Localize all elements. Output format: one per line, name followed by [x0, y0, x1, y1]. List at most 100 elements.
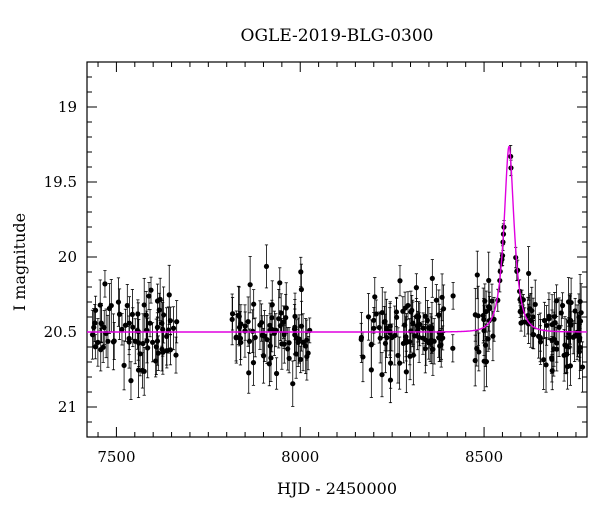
data-point	[229, 316, 235, 323]
data-point	[490, 333, 496, 339]
data-point	[450, 345, 456, 351]
data-point	[135, 367, 142, 373]
x-tick-label: 8000	[281, 448, 319, 466]
data-point	[273, 370, 280, 377]
data-point	[257, 322, 263, 328]
data-point	[116, 311, 123, 317]
data-point	[260, 353, 267, 359]
data-point	[529, 308, 535, 314]
data-point	[383, 325, 390, 331]
data-point	[483, 359, 490, 365]
data-point	[98, 321, 105, 327]
data-point	[126, 339, 132, 345]
data-point	[119, 326, 125, 332]
data-point	[436, 312, 442, 318]
data-point	[159, 320, 165, 326]
data-point	[140, 340, 146, 347]
y-tick-label: 19	[58, 98, 77, 116]
data-point	[397, 278, 403, 284]
chart-title: OGLE-2019-BLG-0300	[241, 26, 434, 46]
data-point	[577, 344, 583, 351]
data-point	[281, 341, 287, 347]
data-point	[577, 298, 583, 305]
data-point	[579, 364, 586, 370]
data-point	[160, 349, 166, 355]
model-curve	[87, 145, 587, 333]
data-point	[577, 318, 584, 324]
data-point	[124, 302, 130, 309]
data-point	[95, 339, 101, 345]
data-point	[278, 310, 284, 316]
data-point	[365, 314, 372, 320]
data-point	[170, 325, 177, 331]
data-point	[233, 335, 239, 341]
data-point	[537, 335, 543, 342]
data-point	[541, 357, 547, 363]
data-point	[174, 319, 180, 325]
data-point	[92, 307, 99, 313]
data-point	[164, 348, 170, 354]
y-tick-label: 21	[58, 398, 77, 416]
data-point	[305, 350, 311, 356]
data-point	[410, 320, 416, 326]
data-point	[161, 312, 167, 318]
data-point	[433, 297, 439, 303]
data-point	[154, 338, 161, 344]
data-point	[121, 362, 127, 368]
data-point	[486, 304, 492, 310]
data-point	[558, 310, 564, 316]
plot-area: 7500 8000 8500 19 19.5 20 20.5 21	[44, 61, 588, 466]
data-point	[141, 302, 147, 308]
data-point	[245, 319, 251, 325]
data-point	[482, 342, 489, 348]
data-point	[472, 357, 478, 364]
data-point	[115, 299, 122, 305]
data-point	[153, 358, 159, 364]
data-point	[91, 324, 97, 331]
data-point	[405, 302, 411, 309]
data-point	[544, 322, 550, 329]
x-tick-label: 7500	[97, 448, 135, 466]
data-point	[440, 335, 446, 341]
data-point	[135, 311, 141, 317]
data-point	[416, 314, 422, 320]
data-point	[102, 281, 108, 287]
data-point	[246, 338, 253, 344]
y-axis-label: I magnitude	[10, 213, 29, 311]
data-point	[146, 293, 152, 299]
data-point	[101, 324, 107, 331]
data-point	[388, 360, 394, 366]
x-axis-label: HJD - 2450000	[277, 479, 397, 498]
data-point	[98, 347, 104, 353]
x-tick-label: 8500	[465, 448, 503, 466]
data-point	[489, 298, 495, 304]
data-point	[269, 302, 275, 308]
data-point	[382, 340, 389, 347]
data-point	[450, 293, 456, 299]
data-point	[559, 302, 566, 309]
data-point	[263, 263, 270, 270]
data-point	[122, 322, 129, 328]
data-point	[379, 372, 385, 378]
y-tick-label: 20.5	[44, 323, 77, 341]
data-point	[483, 308, 489, 315]
data-point	[300, 339, 306, 345]
data-point	[247, 282, 253, 288]
data-point	[376, 324, 382, 331]
y-tick-label: 19.5	[44, 173, 77, 191]
data-point	[368, 367, 374, 373]
data-point	[372, 294, 378, 300]
data-point	[276, 316, 282, 322]
data-point	[251, 301, 257, 307]
data-point	[476, 349, 482, 355]
data-point	[129, 311, 136, 317]
data-point	[298, 286, 305, 293]
data-point	[409, 307, 415, 313]
data-point	[423, 337, 429, 343]
data-point	[440, 306, 447, 312]
data-point	[147, 320, 153, 326]
data-point	[268, 355, 274, 361]
data-point	[264, 336, 270, 343]
data-point	[156, 307, 162, 313]
